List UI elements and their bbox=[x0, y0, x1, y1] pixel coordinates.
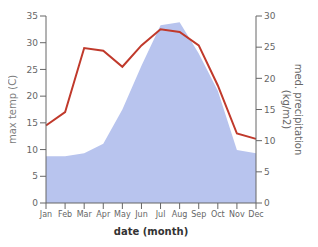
svg-text:30: 30 bbox=[27, 38, 39, 48]
svg-text:5: 5 bbox=[264, 167, 270, 177]
svg-text:Jul: Jul bbox=[155, 210, 166, 219]
svg-text:Apr: Apr bbox=[96, 210, 111, 219]
svg-text:max temp (C): max temp (C) bbox=[8, 75, 18, 144]
svg-text:30: 30 bbox=[264, 11, 276, 21]
svg-text:date (month): date (month) bbox=[114, 226, 188, 237]
svg-text:5: 5 bbox=[32, 171, 38, 181]
svg-text:15: 15 bbox=[27, 118, 38, 128]
svg-text:May: May bbox=[114, 210, 131, 219]
svg-text:Feb: Feb bbox=[58, 210, 72, 219]
svg-text:med. precipitation(kg/m2): med. precipitation(kg/m2) bbox=[282, 64, 305, 156]
svg-text:Mar: Mar bbox=[77, 210, 93, 219]
svg-text:0: 0 bbox=[32, 198, 38, 208]
svg-text:Oct: Oct bbox=[211, 210, 225, 219]
svg-text:Jun: Jun bbox=[134, 210, 148, 219]
svg-text:35: 35 bbox=[27, 11, 38, 21]
svg-text:Dec: Dec bbox=[248, 210, 263, 219]
svg-text:10: 10 bbox=[264, 136, 276, 146]
svg-text:0: 0 bbox=[264, 198, 270, 208]
svg-text:25: 25 bbox=[27, 65, 38, 75]
svg-text:10: 10 bbox=[27, 145, 39, 155]
svg-text:25: 25 bbox=[264, 42, 275, 52]
svg-text:Sep: Sep bbox=[191, 210, 206, 219]
svg-text:Aug: Aug bbox=[172, 210, 188, 219]
svg-text:20: 20 bbox=[27, 91, 39, 101]
svg-text:15: 15 bbox=[264, 105, 275, 115]
svg-text:Nov: Nov bbox=[229, 210, 245, 219]
svg-text:Jan: Jan bbox=[39, 210, 52, 219]
svg-text:20: 20 bbox=[264, 74, 276, 84]
